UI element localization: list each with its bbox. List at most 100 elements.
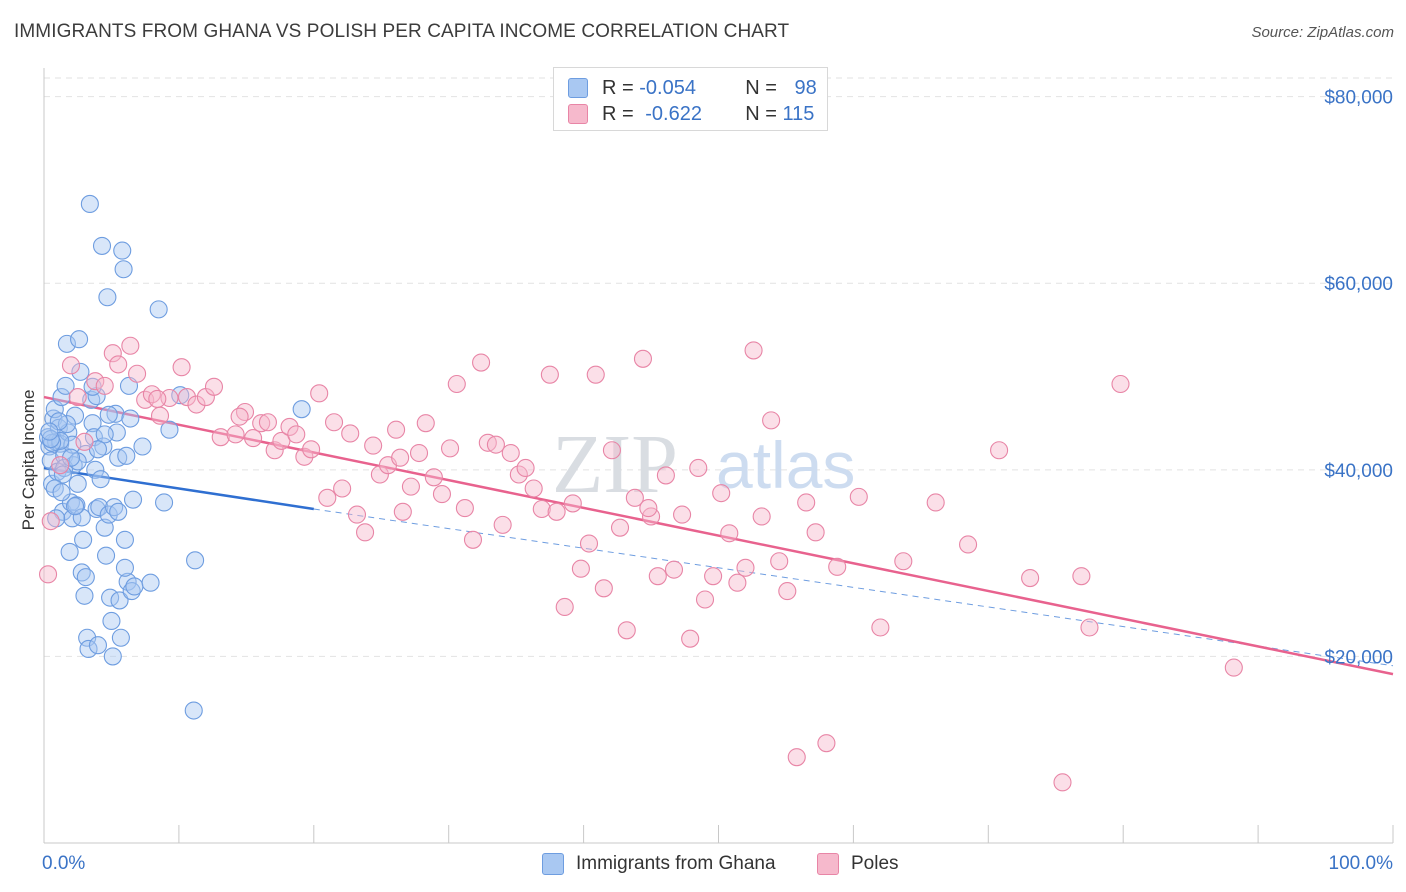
bottom-legend-swatch-ghana: [542, 853, 564, 875]
point-ghana: [47, 509, 66, 528]
point-poles: [347, 505, 367, 524]
stats-legend: R = -0.054 N = 98 R = -0.622 N = 115: [553, 67, 828, 131]
point-poles: [744, 341, 763, 360]
point-poles: [75, 432, 94, 451]
point-poles: [871, 618, 890, 637]
source-label: Source: ZipAtlas.com: [1251, 24, 1394, 41]
y-tick-label: $60,000: [1324, 274, 1393, 295]
point-poles: [341, 424, 360, 443]
point-ghana: [111, 628, 130, 647]
point-ghana: [95, 425, 114, 444]
legend-r-value: -0.622: [645, 102, 702, 125]
point-poles: [364, 436, 383, 455]
point-ghana: [86, 460, 105, 479]
point-poles: [121, 336, 140, 355]
point-poles: [547, 502, 566, 521]
point-poles: [287, 425, 306, 444]
point-poles: [493, 515, 512, 534]
point-poles: [486, 435, 505, 454]
point-poles: [894, 552, 913, 571]
point-poles: [673, 505, 692, 524]
point-poles: [391, 448, 410, 467]
y-tick-labels: $20,000 $40,000 $60,000 $80,000: [1324, 88, 1393, 669]
point-poles: [563, 494, 582, 513]
point-ghana: [113, 241, 132, 260]
point-poles: [639, 499, 658, 518]
bottom-legend-ghana: Immigrants from Ghana: [542, 851, 776, 877]
point-poles: [571, 559, 590, 578]
point-poles: [594, 579, 613, 598]
point-ghana: [160, 420, 179, 439]
point-poles: [602, 441, 621, 460]
y-tick-label: $40,000: [1324, 461, 1393, 482]
point-ghana: [91, 470, 110, 489]
point-ghana: [61, 448, 81, 467]
point-poles: [787, 748, 806, 767]
point-ghana: [83, 414, 102, 433]
point-poles: [720, 524, 739, 543]
point-ghana: [74, 530, 93, 549]
watermark-atlas: atlas: [716, 428, 855, 502]
point-poles: [704, 567, 723, 586]
point-poles: [555, 597, 574, 617]
point-ghana: [115, 558, 134, 577]
point-poles: [1111, 374, 1130, 394]
point-poles: [770, 552, 789, 571]
bottom-legend-swatch-poles: [817, 853, 839, 875]
point-ghana: [149, 300, 168, 319]
point-ghana: [106, 404, 125, 423]
point-poles: [416, 414, 435, 433]
point-poles: [295, 447, 314, 466]
point-poles: [681, 629, 700, 648]
point-poles: [109, 355, 128, 374]
point-poles: [656, 466, 675, 485]
point-ghana: [71, 362, 90, 381]
point-ghana: [121, 409, 140, 428]
legend-n-value: 98: [794, 76, 817, 99]
point-ghana: [155, 493, 174, 512]
point-ghana: [141, 573, 160, 592]
point-poles: [38, 565, 58, 584]
point-poles: [310, 384, 329, 403]
point-ghana: [171, 386, 190, 405]
point-poles: [409, 443, 429, 463]
point-ghana: [49, 412, 68, 431]
point-poles: [1080, 618, 1099, 637]
legend-n-value: 115: [782, 102, 815, 125]
point-poles: [252, 414, 271, 433]
point-poles: [797, 493, 816, 512]
point-poles: [728, 573, 747, 592]
point-poles: [265, 441, 284, 460]
point-poles: [990, 441, 1009, 460]
bottom-legend-poles: Poles: [817, 851, 899, 877]
point-poles: [204, 377, 224, 396]
point-ghana: [102, 611, 121, 631]
point-ghana: [79, 639, 98, 659]
point-poles: [103, 344, 122, 363]
point-poles: [187, 395, 206, 414]
point-poles: [664, 560, 684, 579]
point-ghana: [80, 194, 99, 213]
point-poles: [778, 582, 797, 601]
point-poles: [648, 567, 667, 586]
point-poles: [610, 518, 630, 537]
point-poles: [424, 468, 443, 487]
point-poles: [1053, 773, 1072, 792]
legend-n-label: N =: [745, 102, 777, 125]
point-poles: [393, 502, 412, 521]
point-poles: [318, 488, 337, 507]
point-poles: [302, 440, 321, 459]
point-poles: [579, 534, 599, 553]
point-poles: [736, 558, 755, 577]
point-poles: [455, 499, 474, 518]
point-ghana: [115, 530, 134, 549]
point-poles: [128, 364, 147, 383]
point-poles: [432, 485, 452, 504]
point-poles: [356, 523, 375, 542]
point-poles: [41, 512, 60, 531]
point-poles: [172, 358, 191, 377]
point-ghana: [133, 437, 152, 456]
point-poles: [625, 488, 644, 507]
point-poles: [61, 356, 81, 375]
